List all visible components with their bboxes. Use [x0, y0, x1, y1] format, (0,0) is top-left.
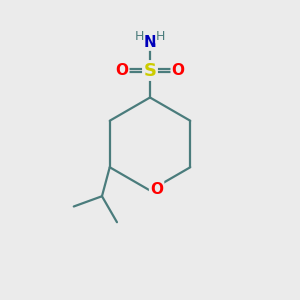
Text: O: O [172, 63, 185, 78]
Text: N: N [144, 35, 156, 50]
Text: O: O [115, 63, 128, 78]
Text: H: H [156, 30, 165, 43]
Text: O: O [150, 182, 163, 196]
Text: H: H [135, 30, 144, 43]
Text: S: S [143, 61, 157, 80]
